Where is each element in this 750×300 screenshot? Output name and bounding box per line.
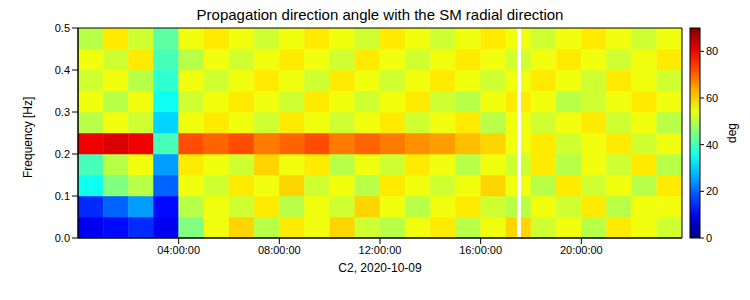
svg-text:0.3: 0.3 <box>55 106 70 118</box>
svg-text:20:00:00: 20:00:00 <box>560 244 603 256</box>
html-text:Propagation direction angle wi: Propagation direction angle with the SM … <box>196 6 564 23</box>
svg-text:0.5: 0.5 <box>55 22 70 34</box>
svg-text:04:00:00: 04:00:00 <box>157 244 200 256</box>
svg-text:C2, 2020-10-09: C2, 2020-10-09 <box>338 261 422 275</box>
svg-text:20: 20 <box>706 185 718 197</box>
svg-text:16:00:00: 16:00:00 <box>459 244 502 256</box>
svg-text:0.0: 0.0 <box>55 232 70 244</box>
svg-text:deg: deg <box>725 123 739 143</box>
svg-text:0.1: 0.1 <box>55 190 70 202</box>
svg-text:0.2: 0.2 <box>55 148 70 160</box>
svg-text:0: 0 <box>706 232 712 244</box>
svg-text:08:00:00: 08:00:00 <box>258 244 301 256</box>
svg-text:0.4: 0.4 <box>55 64 70 76</box>
svg-text:60: 60 <box>706 92 718 104</box>
svg-text:40: 40 <box>706 139 718 151</box>
svg-text:80: 80 <box>706 45 718 57</box>
svg-text:Frequency [Hz]: Frequency [Hz] <box>21 97 35 178</box>
svg-text:12:00:00: 12:00:00 <box>359 244 402 256</box>
